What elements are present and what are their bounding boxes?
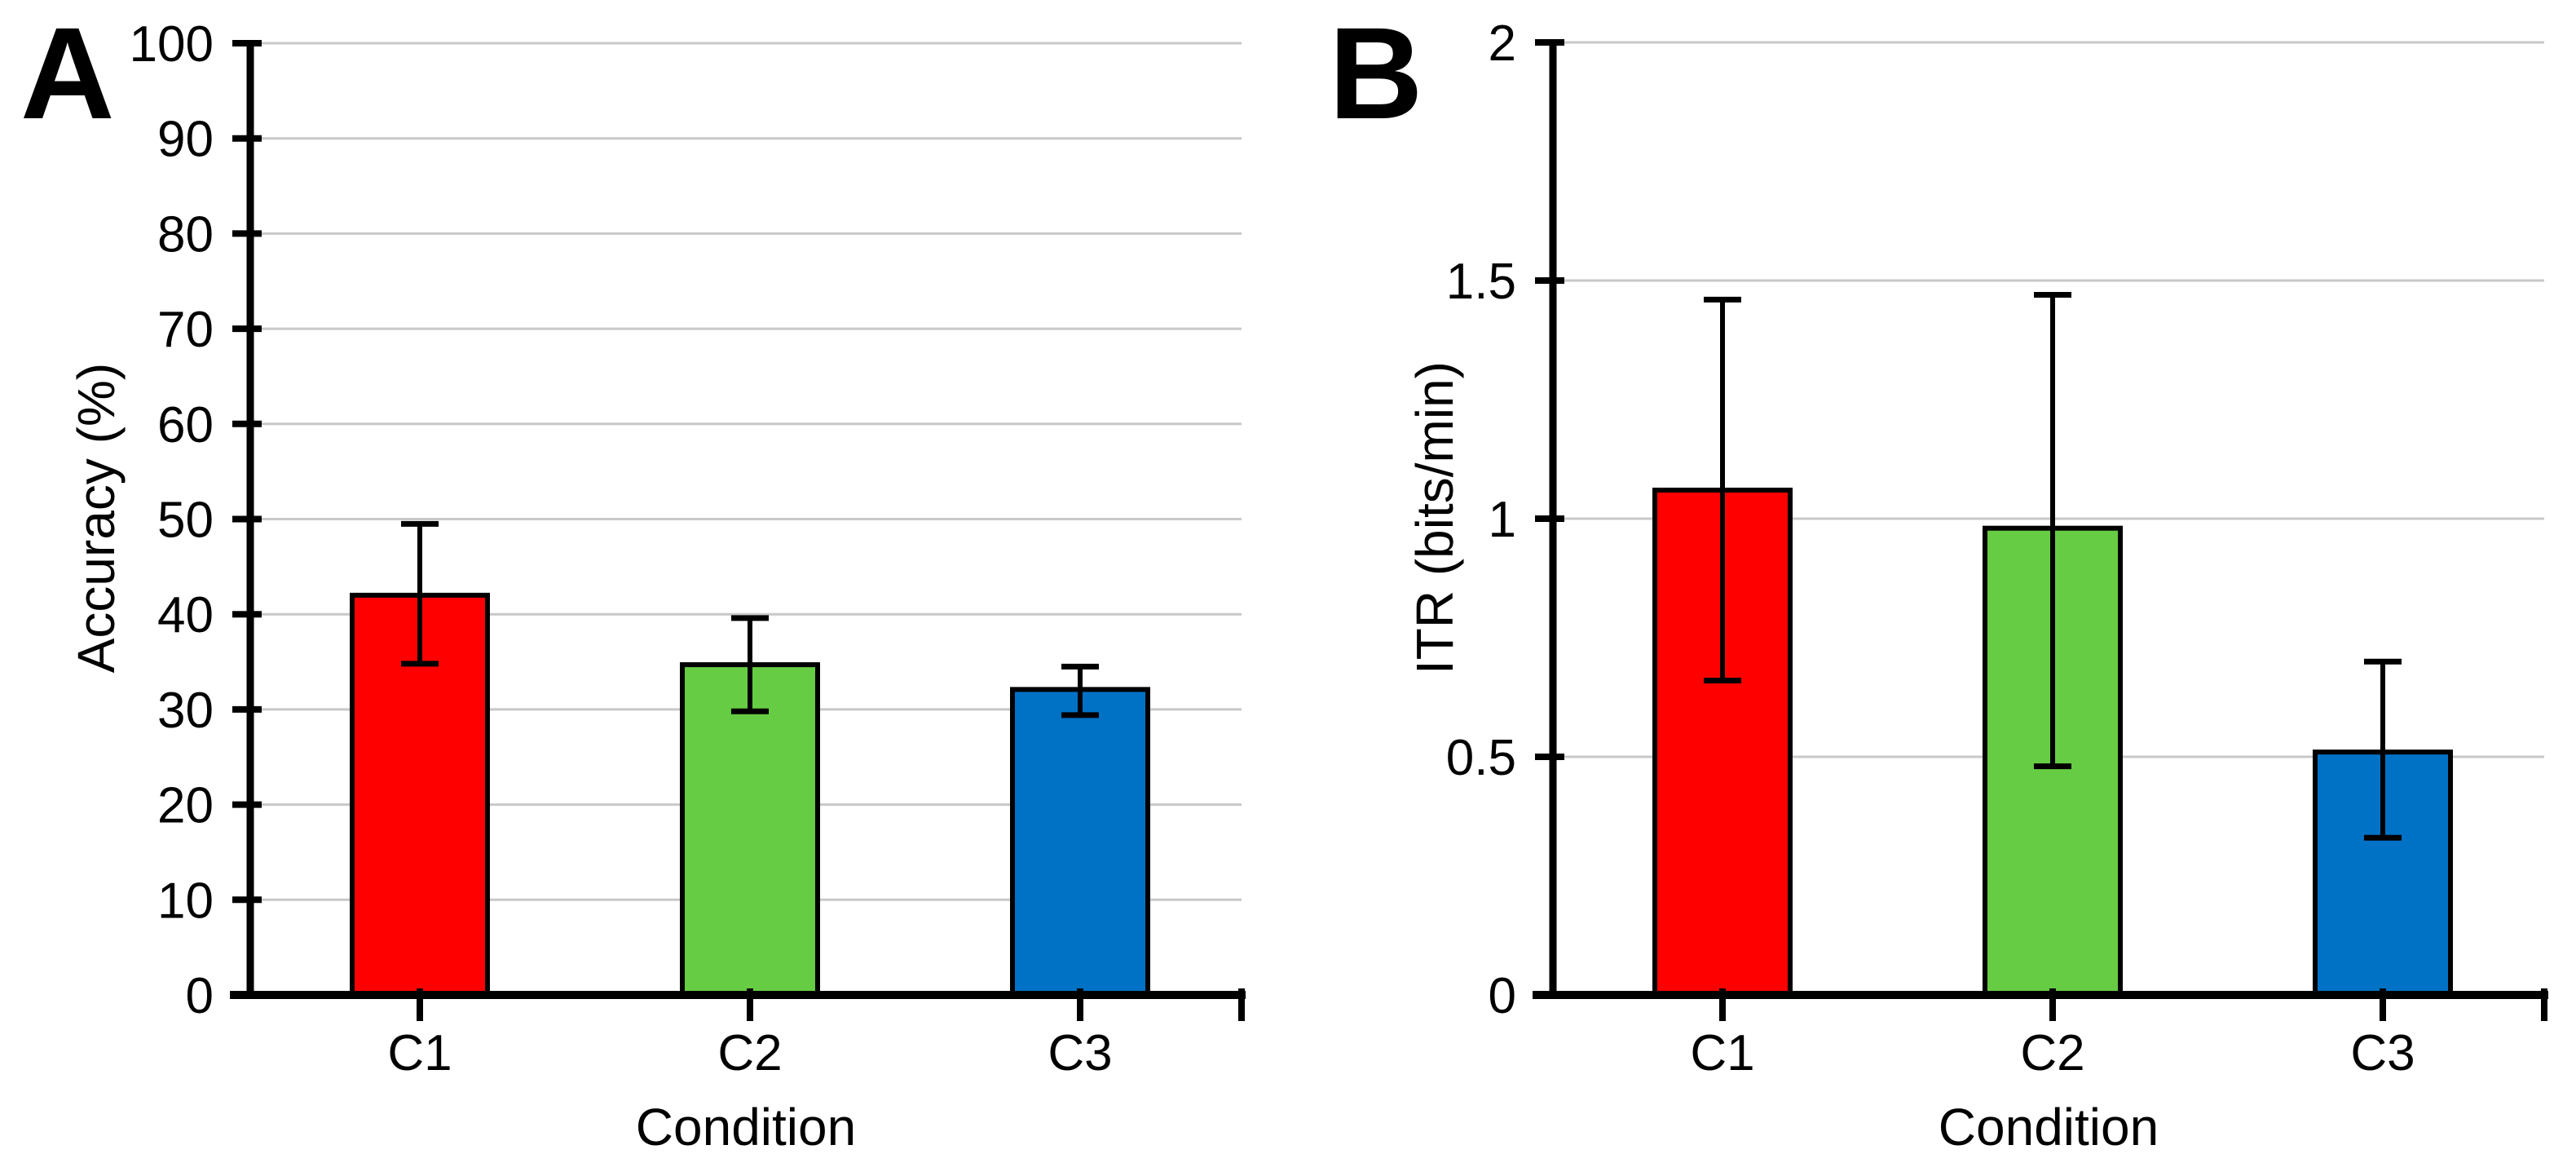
- panel-a-x-axis-title: Condition: [635, 1098, 857, 1156]
- panel-a-y-tick-label-80: 80: [157, 206, 214, 263]
- panel-a-bar-c2: [680, 662, 820, 998]
- panel-a-y-tick-label-50: 50: [157, 493, 214, 549]
- panel-a-bar-c3: [1010, 687, 1150, 997]
- panel-b-category-label-c3: C3: [2350, 1025, 2415, 1081]
- panel-a-y-tick-label-60: 60: [157, 397, 214, 453]
- panel-a-letter: A: [20, 0, 115, 146]
- panel-a-y-tick-label-10: 10: [157, 873, 214, 929]
- panel-a-y-tick-label-20: 20: [157, 778, 214, 834]
- panel-b-x-axis-title: Condition: [1938, 1098, 2159, 1156]
- panel-b-letter: B: [1329, 0, 1423, 146]
- panel-b-y-tick-label-0: 0: [1489, 968, 1516, 1024]
- panel-a-y-tick-label-90: 90: [157, 112, 214, 168]
- panel-b-y-tick-label-1: 1: [1489, 492, 1516, 548]
- panel-a-y-tick-label-0: 0: [186, 968, 214, 1024]
- panel-a-category-label-c1: C1: [387, 1025, 452, 1081]
- panel-b-y-axis-title: ITR (bits/min): [1405, 361, 1464, 674]
- panel-b-category-label-c1: C1: [1690, 1025, 1754, 1081]
- panel-b-category-label-c2: C2: [2020, 1025, 2084, 1081]
- panel-a-category-label-c2: C2: [717, 1025, 782, 1081]
- panel-a-y-tick-label-40: 40: [157, 587, 214, 643]
- panel-a-y-tick-label-70: 70: [157, 302, 214, 358]
- panel-a-y-axis-title: Accuracy (%): [67, 362, 126, 674]
- panel-b-y-tick-label-0.5: 0.5: [1446, 730, 1516, 786]
- panel-a-y-tick-label-100: 100: [130, 16, 214, 73]
- panel-a-y-tick-label-30: 30: [157, 683, 214, 739]
- panel-a-category-label-c3: C3: [1048, 1025, 1112, 1081]
- panel-b-y-tick-label-2: 2: [1489, 15, 1516, 72]
- panel-b-y-tick-label-1.5: 1.5: [1446, 254, 1516, 310]
